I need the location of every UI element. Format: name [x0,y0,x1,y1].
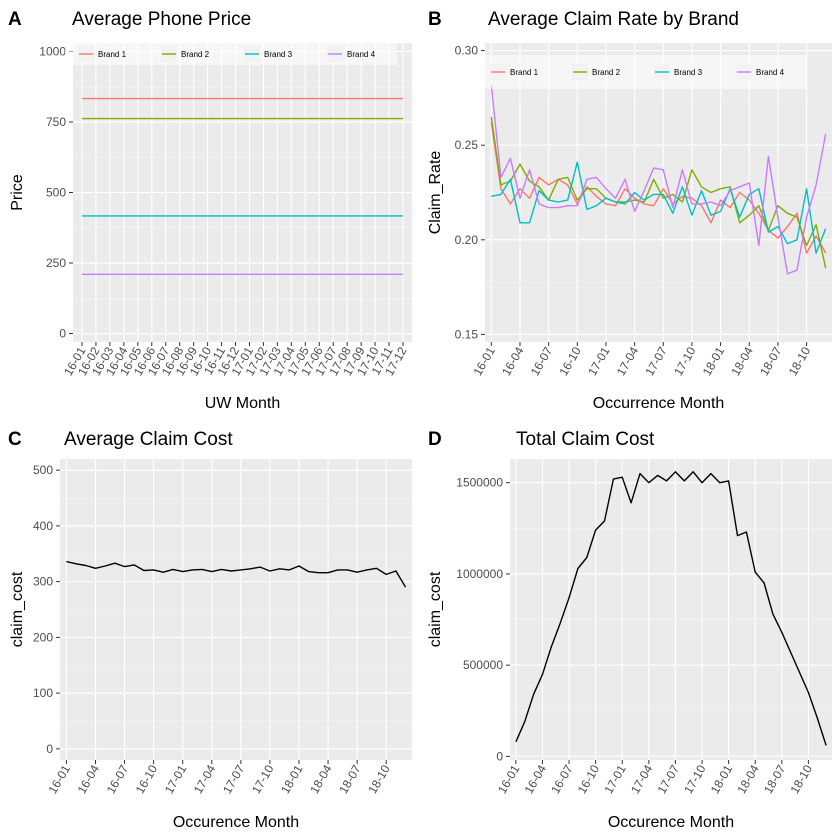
panel-d: 0 500000 1000000 1500000 16-01 16-04 16-07 16-1… [427,429,832,831]
panel-title: Average Claim Cost [64,429,233,450]
y-tick-label: 750 [46,115,66,129]
y-tick-label: 1000000 [456,567,503,581]
series-line-brand-4 [490,84,827,275]
x-tick-label: 17-07 [655,762,683,796]
legend: Brand 1 Brand 2 Brand 3 Brand 4 [485,55,807,89]
panel-letter: D [428,429,442,450]
y-axis-title: claim_cost [427,571,444,647]
x-tick-label: 17-07 [220,762,248,796]
legend-label: Brand 1 [510,68,539,77]
y-tick-label: 500 [33,463,53,477]
legend: Brand 1 Brand 2 Brand 3 Brand 4 [65,43,397,65]
panel-letter: C [8,429,22,450]
x-tick-label: 18-07 [761,762,789,796]
x-tick-label: 18-04 [307,762,335,796]
x-tick-label: 17-07 [642,344,670,378]
x-tick-label: 17-10 [681,762,709,796]
x-tick-label: 17-04 [628,762,656,796]
x-tick-label: 16-07 [104,762,132,796]
x-tick-label: 16-01 [495,762,523,796]
x-axis-title: Occurence Month [173,814,299,831]
y-axis-title: Price [9,174,26,211]
series-line-claim-cost [66,560,407,588]
legend-label: Brand 3 [264,50,293,59]
y-tick-label: 0.15 [455,327,479,341]
y-tick-label: 0 [496,749,503,763]
legend-label: Brand 4 [347,50,376,59]
x-axis-title: UW Month [205,395,281,412]
legend-label: Brand 2 [181,50,210,59]
x-tick-label: 16-01 [470,344,498,378]
x-tick-label: 18-10 [365,762,393,796]
y-tick-label: 500000 [463,658,503,672]
legend-label: Brand 1 [98,50,127,59]
legend-label: Brand 2 [592,68,621,77]
x-tick-label: 16-07 [528,344,556,378]
y-tick-label: 400 [33,519,53,533]
x-axis-title: Occurrence Month [593,395,725,412]
panel-title: Average Claim Rate by Brand [488,9,739,30]
x-tick-label: 18-04 [734,762,762,796]
x-tick-label: 17-10 [249,762,277,796]
panel-letter: A [8,9,22,30]
x-axis-title: Occurence Month [608,814,734,831]
legend-label: Brand 3 [674,68,703,77]
x-tick-label: 18-10 [788,762,816,796]
x-tick-label: 17-01 [585,344,613,378]
x-tick-label: 18-10 [786,344,814,378]
y-tick-label: 250 [46,256,66,270]
series-line-claim-cost [515,471,827,746]
x-tick-label: 16-10 [575,762,603,796]
panel-title: Total Claim Cost [516,429,655,450]
panel-title: Average Phone Price [72,9,251,30]
legend-label: Brand 4 [756,68,785,77]
x-tick-label: 16-04 [522,762,550,796]
x-tick-label: 16-04 [499,344,527,378]
y-tick-label: 0.20 [455,233,479,247]
y-tick-label: 200 [33,630,53,644]
x-tick-label: 16-01 [46,762,74,796]
x-tick-label: 17-01 [601,762,629,796]
y-tick-label: 0.30 [455,44,479,58]
plot-background [510,459,832,760]
x-tick-label: 16-10 [133,762,161,796]
legend-box [65,43,397,65]
x-tick-label: 17-04 [614,344,642,378]
y-tick-label: 0.25 [455,138,479,152]
panel-letter: B [428,9,442,30]
y-tick-label: 1000 [39,44,66,58]
y-axis-title: claim_cost [9,571,26,647]
legend-box [485,55,807,89]
x-tick-label: 17-01 [162,762,190,796]
x-tick-label: 18-01 [278,762,306,796]
x-tick-label: 18-07 [757,344,785,378]
y-tick-label: 0 [46,742,53,756]
x-tick-label: 16-10 [556,344,584,378]
x-tick-label: 17-10 [671,344,699,378]
x-tick-label: 16-07 [548,762,576,796]
y-axis-title: Claim_Rate [427,151,444,235]
y-tick-label: 100 [33,686,53,700]
x-tick-label: 17-04 [191,762,219,796]
x-tick-label: 18-04 [728,344,756,378]
y-tick-label: 1500000 [456,476,503,490]
y-tick-label: 300 [33,575,53,589]
x-tick-label: 18-07 [336,762,364,796]
y-tick-label: 0 [59,327,66,341]
x-tick-label: 16-04 [75,762,103,796]
x-tick-label: 18-01 [700,344,728,378]
series-line-brand-3 [491,161,827,254]
x-tick-label: 18-01 [708,762,736,796]
panel-a: 0250500750100016-0116-0216-0316-0416-051… [8,9,412,412]
y-tick-label: 500 [46,186,66,200]
